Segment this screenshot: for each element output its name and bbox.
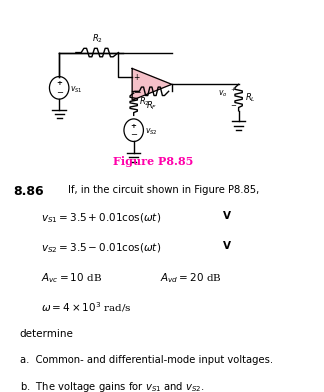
Text: 8.86: 8.86 — [14, 185, 44, 198]
Text: −: − — [56, 88, 63, 97]
Text: V: V — [224, 241, 231, 251]
Text: +: + — [56, 80, 62, 86]
Text: $v_{S1} = 3.5 + 0.01\cos(\omega t)$: $v_{S1} = 3.5 + 0.01\cos(\omega t)$ — [41, 211, 161, 225]
Text: +: + — [131, 123, 137, 129]
Text: $A_{vc} = 10$ dB: $A_{vc} = 10$ dB — [41, 271, 102, 285]
Text: determine: determine — [20, 328, 74, 339]
Text: +: + — [230, 87, 236, 92]
Polygon shape — [132, 69, 172, 100]
Text: −: − — [133, 87, 141, 96]
Text: −: − — [130, 130, 137, 139]
Text: a.  Common- and differential-mode input voltages.: a. Common- and differential-mode input v… — [20, 355, 273, 365]
Text: −: − — [230, 103, 236, 109]
Text: If, in the circuit shown in Figure P8.85,: If, in the circuit shown in Figure P8.85… — [68, 185, 260, 195]
Text: $R_2$: $R_2$ — [139, 95, 150, 108]
Text: $v_{S2}$: $v_{S2}$ — [145, 126, 157, 137]
Text: V: V — [224, 211, 231, 221]
Text: $v_o$: $v_o$ — [218, 89, 228, 99]
Text: Figure P8.85: Figure P8.85 — [113, 156, 194, 167]
Text: $A_{vd} = 20$ dB: $A_{vd} = 20$ dB — [159, 271, 221, 285]
Text: b.  The voltage gains for $v_{S1}$ and $v_{S2}$.: b. The voltage gains for $v_{S1}$ and $v… — [20, 380, 204, 392]
Text: $\omega = 4 \times 10^3$ rad/s: $\omega = 4 \times 10^3$ rad/s — [41, 300, 131, 314]
Text: $v_{S2} = 3.5 - 0.01\cos(\omega t)$: $v_{S2} = 3.5 - 0.01\cos(\omega t)$ — [41, 241, 161, 255]
Text: $R_L$: $R_L$ — [245, 91, 255, 104]
Text: $R_2$: $R_2$ — [92, 32, 103, 45]
Text: +: + — [133, 73, 140, 82]
Text: $R_F$: $R_F$ — [146, 99, 157, 112]
Text: $v_{S1}$: $v_{S1}$ — [70, 84, 83, 94]
